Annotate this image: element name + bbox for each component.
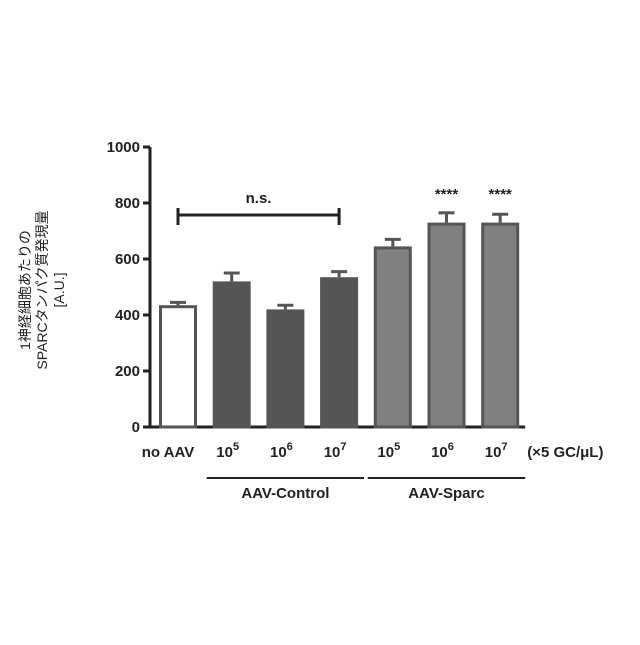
x-tick-superscript: 5	[394, 441, 400, 453]
significance: ****	[435, 186, 459, 203]
x-tick-label: 107	[324, 441, 347, 461]
x-tick-text: 10	[216, 444, 233, 461]
bar	[375, 248, 410, 427]
x-tick-label: 106	[431, 441, 454, 461]
bracket	[178, 208, 339, 225]
bar	[322, 279, 357, 427]
y-label-line: [A.U.]	[51, 272, 67, 307]
bracket-label: n.s.	[246, 190, 272, 207]
chart: 0 200 400 600 800 1000 1神経細胞あたりのSPARCタンパク質発現量[…	[0, 0, 640, 640]
x-tick-text: 10	[485, 444, 502, 461]
x-tick-label: 107	[485, 441, 508, 461]
bar	[161, 307, 196, 427]
bar	[429, 224, 464, 427]
y-tick-label: 1000	[107, 139, 140, 156]
significance: ****	[489, 186, 513, 203]
x-tick-label: 105	[377, 441, 400, 461]
y-label-line: 1神経細胞あたりの	[17, 230, 33, 350]
y-tick-label: 400	[115, 307, 140, 324]
bar	[214, 283, 249, 427]
x-tick-text: no AAV	[142, 444, 195, 461]
x-tick-superscript: 5	[233, 441, 239, 453]
x-tick-label: no AAV	[142, 444, 195, 461]
x-tick-superscript: 6	[448, 441, 454, 453]
x-tick-label: 106	[270, 441, 293, 461]
y-tick-label: 0	[132, 419, 140, 436]
x-tick-superscript: 7	[501, 441, 507, 453]
x-tick-text: 10	[431, 444, 448, 461]
x-tick-text: 10	[270, 444, 287, 461]
y-tick-label: 600	[115, 251, 140, 268]
y-tick-label: 800	[115, 195, 140, 212]
bar	[268, 311, 303, 427]
group-label: AAV-Sparc	[408, 485, 484, 502]
bar	[483, 224, 518, 427]
x-tick-text: 10	[377, 444, 394, 461]
y-tick-label: 200	[115, 363, 140, 380]
unit-label: (×5 GC/μL)	[527, 444, 603, 461]
group-label: AAV-Control	[241, 485, 329, 502]
x-tick-label: 105	[216, 441, 239, 461]
x-tick-text: 10	[324, 444, 341, 461]
x-tick-superscript: 7	[340, 441, 346, 453]
x-tick-superscript: 6	[287, 441, 293, 453]
y-label: 1神経細胞あたりのSPARCタンパク質発現量[A.U.]	[17, 210, 67, 369]
y-label-line: SPARCタンパク質発現量	[34, 210, 50, 369]
